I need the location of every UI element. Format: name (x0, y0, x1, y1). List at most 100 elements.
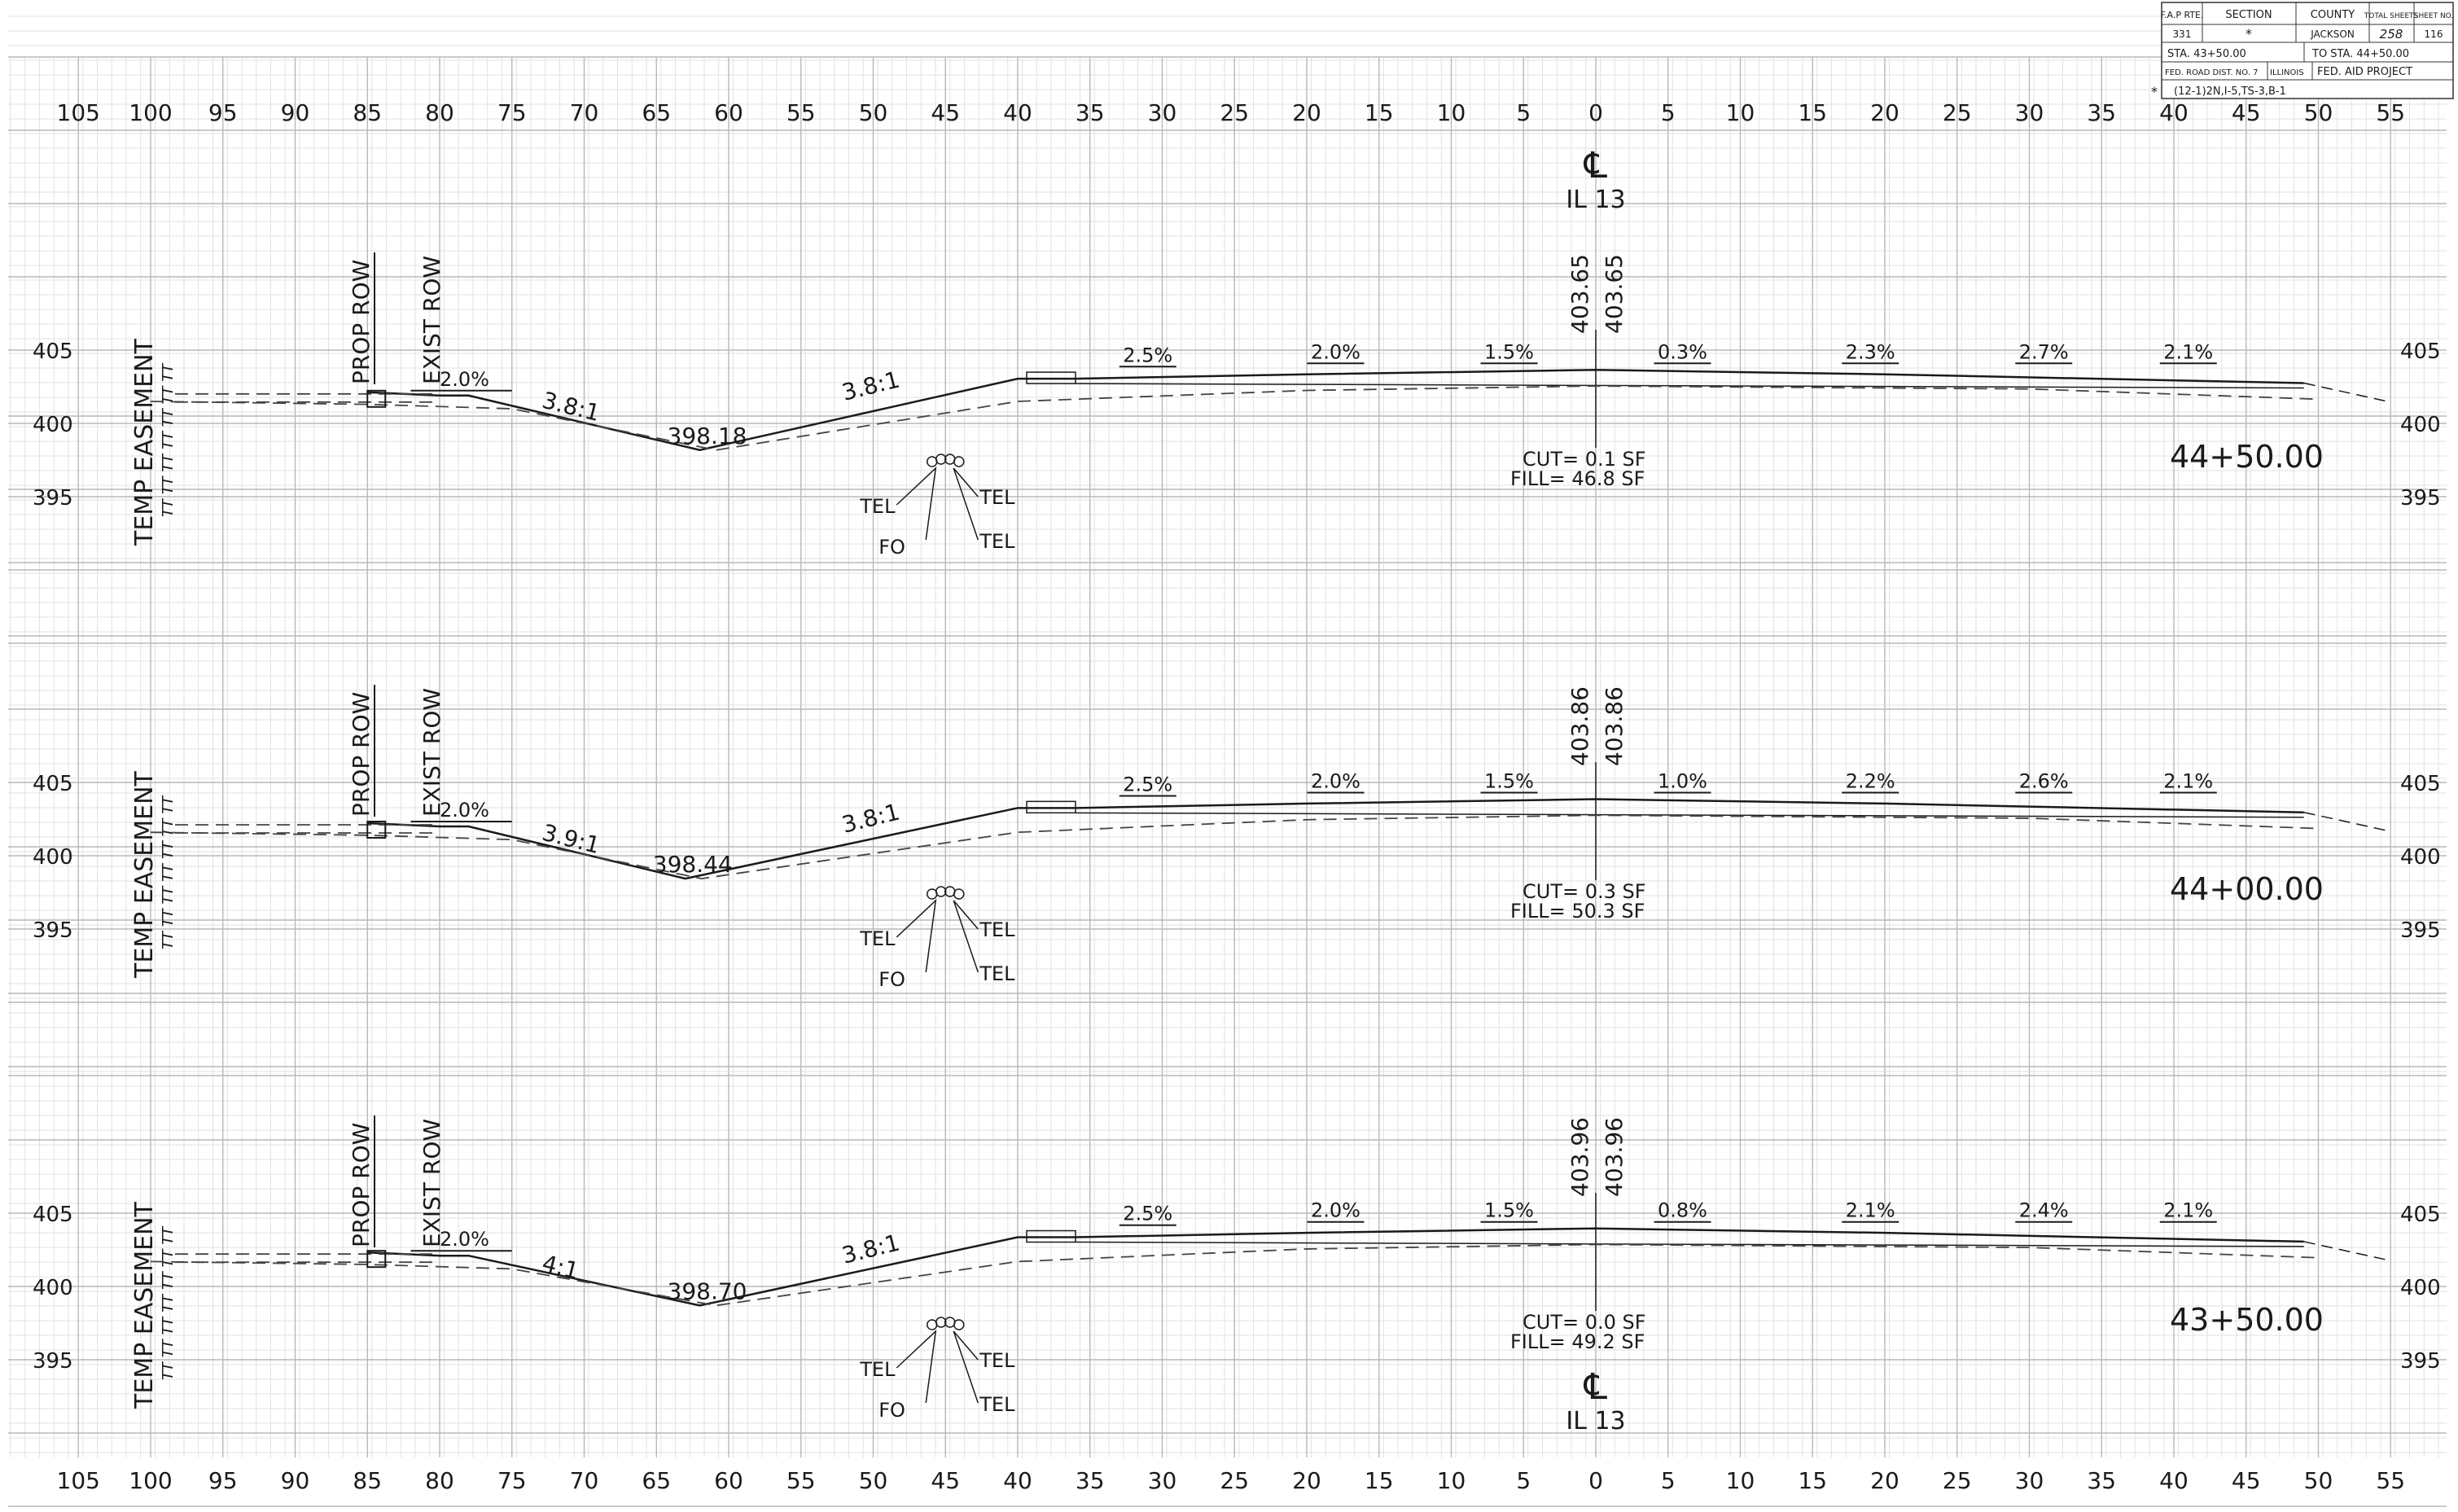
bottom-offset-tick-label: 30 (2015, 1467, 2044, 1494)
bottom-offset-tick-label: 45 (2232, 1467, 2261, 1494)
shoulder-block (1026, 800, 1076, 814)
bottom-offset-tick-label: 75 (497, 1467, 527, 1494)
curb-block (366, 821, 387, 839)
shoulder-grade-label: 2.0% (440, 799, 489, 822)
bottom-offset-tick-label: 35 (1076, 1467, 1105, 1494)
lane-grade-label: 2.2% (1846, 770, 1895, 793)
tb-header-section: SECTION (2225, 9, 2272, 21)
bottom-offset-tick-label: 100 (129, 1467, 172, 1494)
ditch-elevation-label: 398.44 (653, 851, 733, 878)
lane-grade-label: 2.7% (2019, 340, 2069, 363)
elevation-label-right: 400 (2400, 1276, 2441, 1300)
centerline-symbol-bottom: ℄ (1584, 1366, 1608, 1408)
lane-grade-label: 1.5% (1484, 340, 1534, 363)
temp-easement-label: TEMP EASEMENT (130, 1201, 159, 1409)
tb-station-to: TO STA. 44+50.00 (2311, 48, 2409, 60)
tb-state: ILLINOIS (2270, 68, 2304, 77)
bottom-offset-tick-label: 40 (1003, 1467, 1032, 1494)
bottom-offset-tick-label: 30 (1148, 1467, 1177, 1494)
bottom-offset-tick-label: 10 (1437, 1467, 1466, 1494)
top-offset-tick-label: 100 (129, 99, 172, 126)
utility-leader-right (953, 900, 979, 973)
utility-label-fo: FO (878, 968, 905, 991)
tb-district: FED. ROAD DIST. NO. 7 (2165, 68, 2258, 77)
lane-grade-label: 2.6% (2019, 770, 2069, 793)
station-label: 43+50.00 (2170, 1302, 2324, 1338)
top-offset-tick-label: 25 (1220, 99, 1249, 126)
lane-grade-label: 2.1% (2163, 1199, 2213, 1222)
bottom-offset-tick-label: 70 (570, 1467, 599, 1494)
elevation-label-right: 395 (2400, 1349, 2441, 1374)
right-foreslope-dashed (2303, 382, 2391, 403)
elevation-label-left: 395 (33, 486, 73, 511)
top-offset-tick-label: 90 (281, 99, 310, 126)
existing-ground-line (150, 385, 2319, 451)
bottom-offset-tick-label: 90 (281, 1467, 310, 1494)
tb-header-county: COUNTY (2311, 9, 2355, 21)
bottom-offset-tick-label: 85 (353, 1467, 382, 1494)
lane-grade-label: 1.5% (1484, 1199, 1534, 1222)
lane-grade-label: 2.5% (1123, 344, 1172, 366)
utility-label-tel-2: TEL (979, 918, 1015, 941)
fill-label: FILL= 46.8 SF (1510, 467, 1645, 490)
ditch-elevation-label: 398.70 (668, 1278, 747, 1304)
shoulder-grade-label: 2.0% (440, 1228, 489, 1251)
utility-label-fo: FO (878, 536, 905, 559)
top-offset-tick-label: 65 (642, 99, 671, 126)
bottom-offset-tick-label: 55 (2376, 1467, 2405, 1494)
lane-grade-label: 2.1% (2163, 340, 2213, 363)
lane-grade-label: 2.0% (1311, 1199, 1360, 1222)
utility-leader-right (953, 1330, 979, 1404)
temp-easement-label: TEMP EASEMENT (130, 338, 159, 546)
station-label: 44+50.00 (2170, 439, 2324, 475)
cl-elevation-proposed: 403.86 (1601, 686, 1628, 766)
lane-grade-label: 2.5% (1123, 1203, 1172, 1225)
lane-grade-label: 2.5% (1123, 774, 1172, 796)
top-offset-tick-label: 50 (859, 99, 888, 126)
bottom-offset-tick-label: 95 (208, 1467, 238, 1494)
fill-label: FILL= 50.3 SF (1510, 900, 1645, 923)
utility-conduit (935, 1317, 947, 1328)
bottom-offset-tick-label: 0 (1588, 1467, 1603, 1494)
bottom-offset-tick-label: 35 (2087, 1467, 2116, 1494)
proposed-profile-line (367, 1227, 2304, 1307)
centerline-route-top: IL 13 (1566, 186, 1625, 214)
top-offset-tick-label: 20 (1292, 99, 1321, 126)
cross-section-1: 405 405 400 400 395 395 TEMP EASEMENT TT TT TT … (33, 252, 2441, 559)
tb-note: (12-1)2N,I-5,TS-3,B-1 (2174, 85, 2286, 98)
top-offset-tick-label: 40 (2159, 99, 2189, 126)
station-label: 44+00.00 (2170, 871, 2324, 907)
shoulder-block (1026, 371, 1076, 384)
cut-label: CUT= 0.0 SF (1523, 1311, 1646, 1334)
elevation-label-right: 400 (2400, 413, 2441, 437)
prop-row-label: PROP ROW (348, 1123, 375, 1247)
utility-label-tel-2: TEL (979, 1349, 1015, 1372)
top-offset-tick-label: 80 (425, 99, 454, 126)
top-offset-tick-label: 85 (353, 99, 382, 126)
cross-section-2: 405 405 400 400 395 395 TEMP EASEMENT TT TT TT … (33, 685, 2441, 991)
ditch-elevation-label: 398.18 (668, 423, 747, 449)
utility-conduit (935, 886, 947, 897)
bottom-offset-tick-label: 105 (57, 1467, 100, 1494)
top-offset-tick-label: 35 (2087, 99, 2116, 126)
bottom-offset-tick-label: 65 (642, 1467, 671, 1494)
lane-grade-label: 2.3% (1846, 340, 1895, 363)
drawing-grid (8, 15, 2447, 1507)
lane-grade-label: 0.3% (1658, 340, 1707, 363)
fill-label: FILL= 49.2 SF (1510, 1330, 1645, 1353)
utility-leader-left (896, 467, 937, 541)
bottom-offset-tick-label: 25 (1943, 1467, 1972, 1494)
bottom-offset-tick-label: 10 (1726, 1467, 1755, 1494)
elevation-label-right: 400 (2400, 845, 2441, 870)
cl-elevation-proposed: 403.96 (1601, 1117, 1628, 1197)
bottom-offset-tick-label: 15 (1798, 1467, 1827, 1494)
top-offset-tick-label: 45 (931, 99, 960, 126)
elevation-label-left: 405 (33, 772, 73, 796)
right-foreslope-dashed (2303, 811, 2391, 832)
top-offset-tick-label: 30 (1148, 99, 1177, 126)
elevation-label-left: 395 (33, 1349, 73, 1374)
bottom-offset-tick-label: 50 (2304, 1467, 2333, 1494)
elevation-label-left: 405 (33, 340, 73, 364)
exist-row-label: EXIST ROW (418, 256, 445, 384)
cut-label: CUT= 0.1 SF (1523, 448, 1646, 471)
